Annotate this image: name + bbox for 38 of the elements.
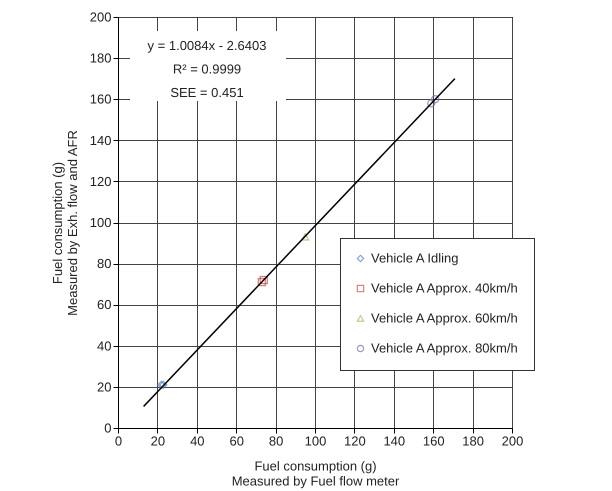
annotation: y = 1.0084x - 2.6403: [148, 38, 266, 53]
point: [260, 276, 268, 284]
x-tick-label: 60: [229, 434, 244, 448]
y-tick-label: 200: [90, 10, 112, 24]
point: [157, 380, 166, 390]
x-tick-label: 0: [114, 434, 122, 448]
y-tick-label: 120: [90, 174, 112, 189]
point: [300, 233, 310, 241]
y-tick-label: 60: [97, 297, 112, 312]
x-tick-label: 140: [383, 434, 406, 448]
y-tick-label: 0: [104, 420, 112, 436]
y-tick-label: 100: [90, 215, 112, 230]
legend-label: Vehicle A Approx. 60km/h: [371, 310, 518, 326]
x-tick-label: 180: [462, 434, 484, 448]
legend-label: Vehicle A Approx. 40km/h: [371, 280, 518, 296]
x-tick-label: 100: [304, 434, 326, 448]
y-tick-label: 20: [97, 379, 112, 394]
point: [427, 99, 436, 108]
x-tick-label: 40: [190, 434, 205, 448]
legend-label: Vehicle A Approx. 80km/h: [371, 340, 518, 356]
y-axis-title: Fuel consumption (g) Measured by Exh. flow and AFR: [50, 130, 80, 316]
y-tick-label: 180: [90, 50, 112, 66]
point: [159, 380, 168, 390]
y-tick-label: 40: [97, 338, 112, 354]
y-tick-label: 140: [90, 132, 112, 148]
annotation: R² = 0.9999: [172, 62, 242, 76]
legend-label: Vehicle A Idling: [371, 250, 458, 266]
x-tick-label: 20: [150, 434, 166, 448]
x-axis-title: Fuel consumption (g) Measured by Fuel flow meter: [232, 458, 400, 488]
x-tick-label: 80: [268, 434, 284, 448]
y-tick-label: 80: [97, 256, 112, 272]
point: [258, 278, 266, 286]
point: [430, 95, 440, 104]
annotation: SEE = 0.451: [170, 85, 244, 100]
x-tick-label: 160: [422, 434, 445, 448]
x-tick-label: 120: [344, 434, 366, 448]
y-tick-label: 160: [90, 92, 112, 107]
x-tick-label: 200: [502, 434, 524, 448]
